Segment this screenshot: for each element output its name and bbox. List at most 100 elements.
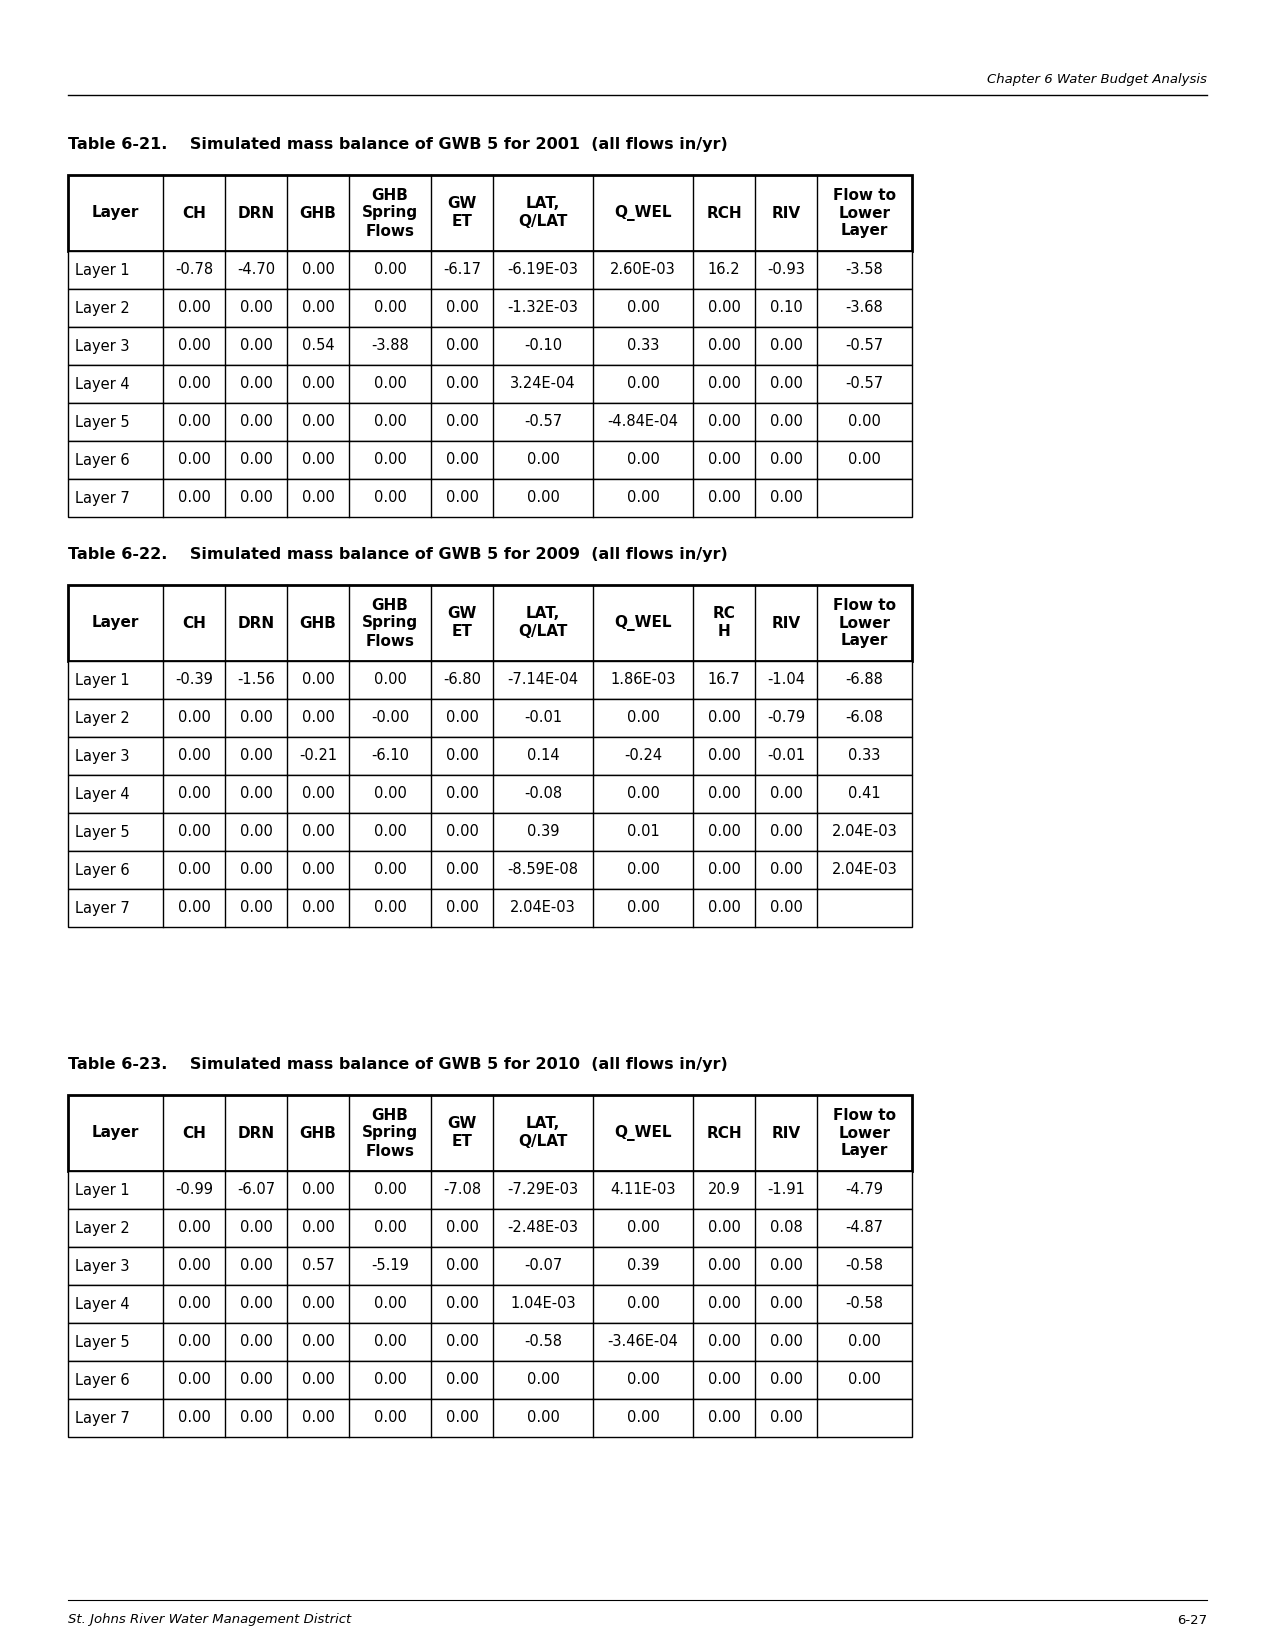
Text: 0.00: 0.00 — [302, 1372, 334, 1387]
Text: -0.01: -0.01 — [768, 748, 805, 763]
Text: Table 6-22.    Simulated mass balance of GWB 5 for 2009  (all flows in/yr): Table 6-22. Simulated mass balance of GW… — [68, 548, 728, 563]
Text: -0.79: -0.79 — [768, 710, 805, 725]
Text: 0.00: 0.00 — [445, 376, 478, 391]
Text: 0.00: 0.00 — [374, 824, 407, 839]
Text: 0.00: 0.00 — [302, 1182, 334, 1197]
Text: Flow to
Lower
Layer: Flow to Lower Layer — [833, 1108, 896, 1159]
Text: Layer 4: Layer 4 — [75, 786, 130, 801]
Text: 0.00: 0.00 — [708, 1296, 741, 1311]
Text: 0.00: 0.00 — [302, 300, 334, 315]
Text: 0.00: 0.00 — [240, 376, 273, 391]
Text: -3.88: -3.88 — [371, 338, 409, 353]
Text: 0.00: 0.00 — [445, 710, 478, 725]
Text: Layer 1: Layer 1 — [75, 1182, 130, 1197]
Text: 0.33: 0.33 — [627, 338, 659, 353]
Text: -6.10: -6.10 — [371, 748, 409, 763]
Text: 0.00: 0.00 — [374, 900, 407, 916]
Text: 0.00: 0.00 — [445, 1372, 478, 1387]
Text: 0.00: 0.00 — [848, 1372, 881, 1387]
Text: -5.19: -5.19 — [371, 1258, 409, 1273]
Bar — [68, 251, 912, 289]
Text: -0.00: -0.00 — [371, 710, 409, 725]
Text: LAT,
Q/LAT: LAT, Q/LAT — [519, 1116, 567, 1149]
Text: -1.91: -1.91 — [768, 1182, 805, 1197]
Text: 0.41: 0.41 — [848, 786, 881, 801]
Text: -1.56: -1.56 — [237, 672, 275, 687]
Text: 0.00: 0.00 — [374, 300, 407, 315]
Text: 0.00: 0.00 — [374, 672, 407, 687]
Text: -4.79: -4.79 — [845, 1182, 884, 1197]
Text: 0.00: 0.00 — [240, 862, 273, 877]
Text: 0.00: 0.00 — [708, 1372, 741, 1387]
Text: CH: CH — [182, 1126, 207, 1141]
Text: 0.00: 0.00 — [374, 862, 407, 877]
Text: Layer: Layer — [92, 205, 139, 221]
Text: 16.7: 16.7 — [708, 672, 741, 687]
Bar — [68, 1171, 912, 1209]
Text: 0.00: 0.00 — [708, 1410, 741, 1425]
Text: 0.00: 0.00 — [374, 1296, 407, 1311]
Text: -1.04: -1.04 — [768, 672, 805, 687]
Text: 0.14: 0.14 — [527, 748, 560, 763]
Text: 0.00: 0.00 — [708, 748, 741, 763]
Bar — [68, 289, 912, 327]
Text: 0.00: 0.00 — [445, 1220, 478, 1235]
Text: -6.17: -6.17 — [442, 263, 481, 277]
Text: -2.48E-03: -2.48E-03 — [507, 1220, 579, 1235]
Text: -6.08: -6.08 — [845, 710, 884, 725]
Text: Layer 2: Layer 2 — [75, 1220, 130, 1235]
Text: 0.00: 0.00 — [302, 672, 334, 687]
Text: 0.00: 0.00 — [374, 1220, 407, 1235]
Text: 0.00: 0.00 — [626, 710, 659, 725]
Text: -4.70: -4.70 — [237, 263, 275, 277]
Text: 0.00: 0.00 — [240, 824, 273, 839]
Text: 0.00: 0.00 — [240, 1296, 273, 1311]
Text: -0.08: -0.08 — [524, 786, 562, 801]
Text: 0.00: 0.00 — [374, 452, 407, 467]
Text: 0.00: 0.00 — [626, 1372, 659, 1387]
Text: 0.00: 0.00 — [708, 710, 741, 725]
Text: 0.00: 0.00 — [626, 786, 659, 801]
Text: GHB
Spring
Flows: GHB Spring Flows — [362, 1108, 418, 1159]
Text: 0.00: 0.00 — [445, 338, 478, 353]
Text: 0.00: 0.00 — [626, 1410, 659, 1425]
Text: 0.00: 0.00 — [770, 1296, 802, 1311]
Text: Layer: Layer — [92, 1126, 139, 1141]
Text: 0.00: 0.00 — [177, 1372, 210, 1387]
Text: 0.00: 0.00 — [770, 490, 802, 505]
Text: 0.00: 0.00 — [626, 900, 659, 916]
Text: 0.00: 0.00 — [770, 452, 802, 467]
Text: 0.00: 0.00 — [770, 900, 802, 916]
Text: 6-27: 6-27 — [1177, 1613, 1207, 1626]
Text: 0.00: 0.00 — [177, 824, 210, 839]
Text: Layer 7: Layer 7 — [75, 490, 130, 505]
Text: 0.00: 0.00 — [626, 452, 659, 467]
Text: GHB: GHB — [300, 1126, 337, 1141]
Text: 0.00: 0.00 — [527, 490, 560, 505]
Text: 1.86E-03: 1.86E-03 — [611, 672, 676, 687]
Text: Layer 5: Layer 5 — [75, 414, 130, 429]
Text: 0.00: 0.00 — [177, 1410, 210, 1425]
Text: LAT,
Q/LAT: LAT, Q/LAT — [519, 196, 567, 229]
Text: -3.68: -3.68 — [845, 300, 884, 315]
Text: Flow to
Lower
Layer: Flow to Lower Layer — [833, 188, 896, 238]
Text: Layer 1: Layer 1 — [75, 672, 130, 687]
Text: Table 6-21.    Simulated mass balance of GWB 5 for 2001  (all flows in/yr): Table 6-21. Simulated mass balance of GW… — [68, 137, 728, 152]
Text: Layer 6: Layer 6 — [75, 1372, 130, 1387]
Text: CH: CH — [182, 205, 207, 221]
Text: 0.00: 0.00 — [374, 786, 407, 801]
Text: Q_WEL: Q_WEL — [615, 1124, 672, 1141]
Text: 0.00: 0.00 — [708, 786, 741, 801]
Text: RIV: RIV — [771, 1126, 801, 1141]
Text: 0.00: 0.00 — [708, 824, 741, 839]
Text: GW
ET: GW ET — [448, 606, 477, 639]
Text: 2.04E-03: 2.04E-03 — [831, 862, 898, 877]
Text: -0.21: -0.21 — [298, 748, 337, 763]
Text: 0.00: 0.00 — [445, 824, 478, 839]
Text: -0.57: -0.57 — [845, 376, 884, 391]
Text: 0.10: 0.10 — [770, 300, 802, 315]
Text: 0.00: 0.00 — [374, 1372, 407, 1387]
Bar — [68, 1284, 912, 1322]
Text: 0.00: 0.00 — [177, 710, 210, 725]
Text: 0.00: 0.00 — [240, 1372, 273, 1387]
